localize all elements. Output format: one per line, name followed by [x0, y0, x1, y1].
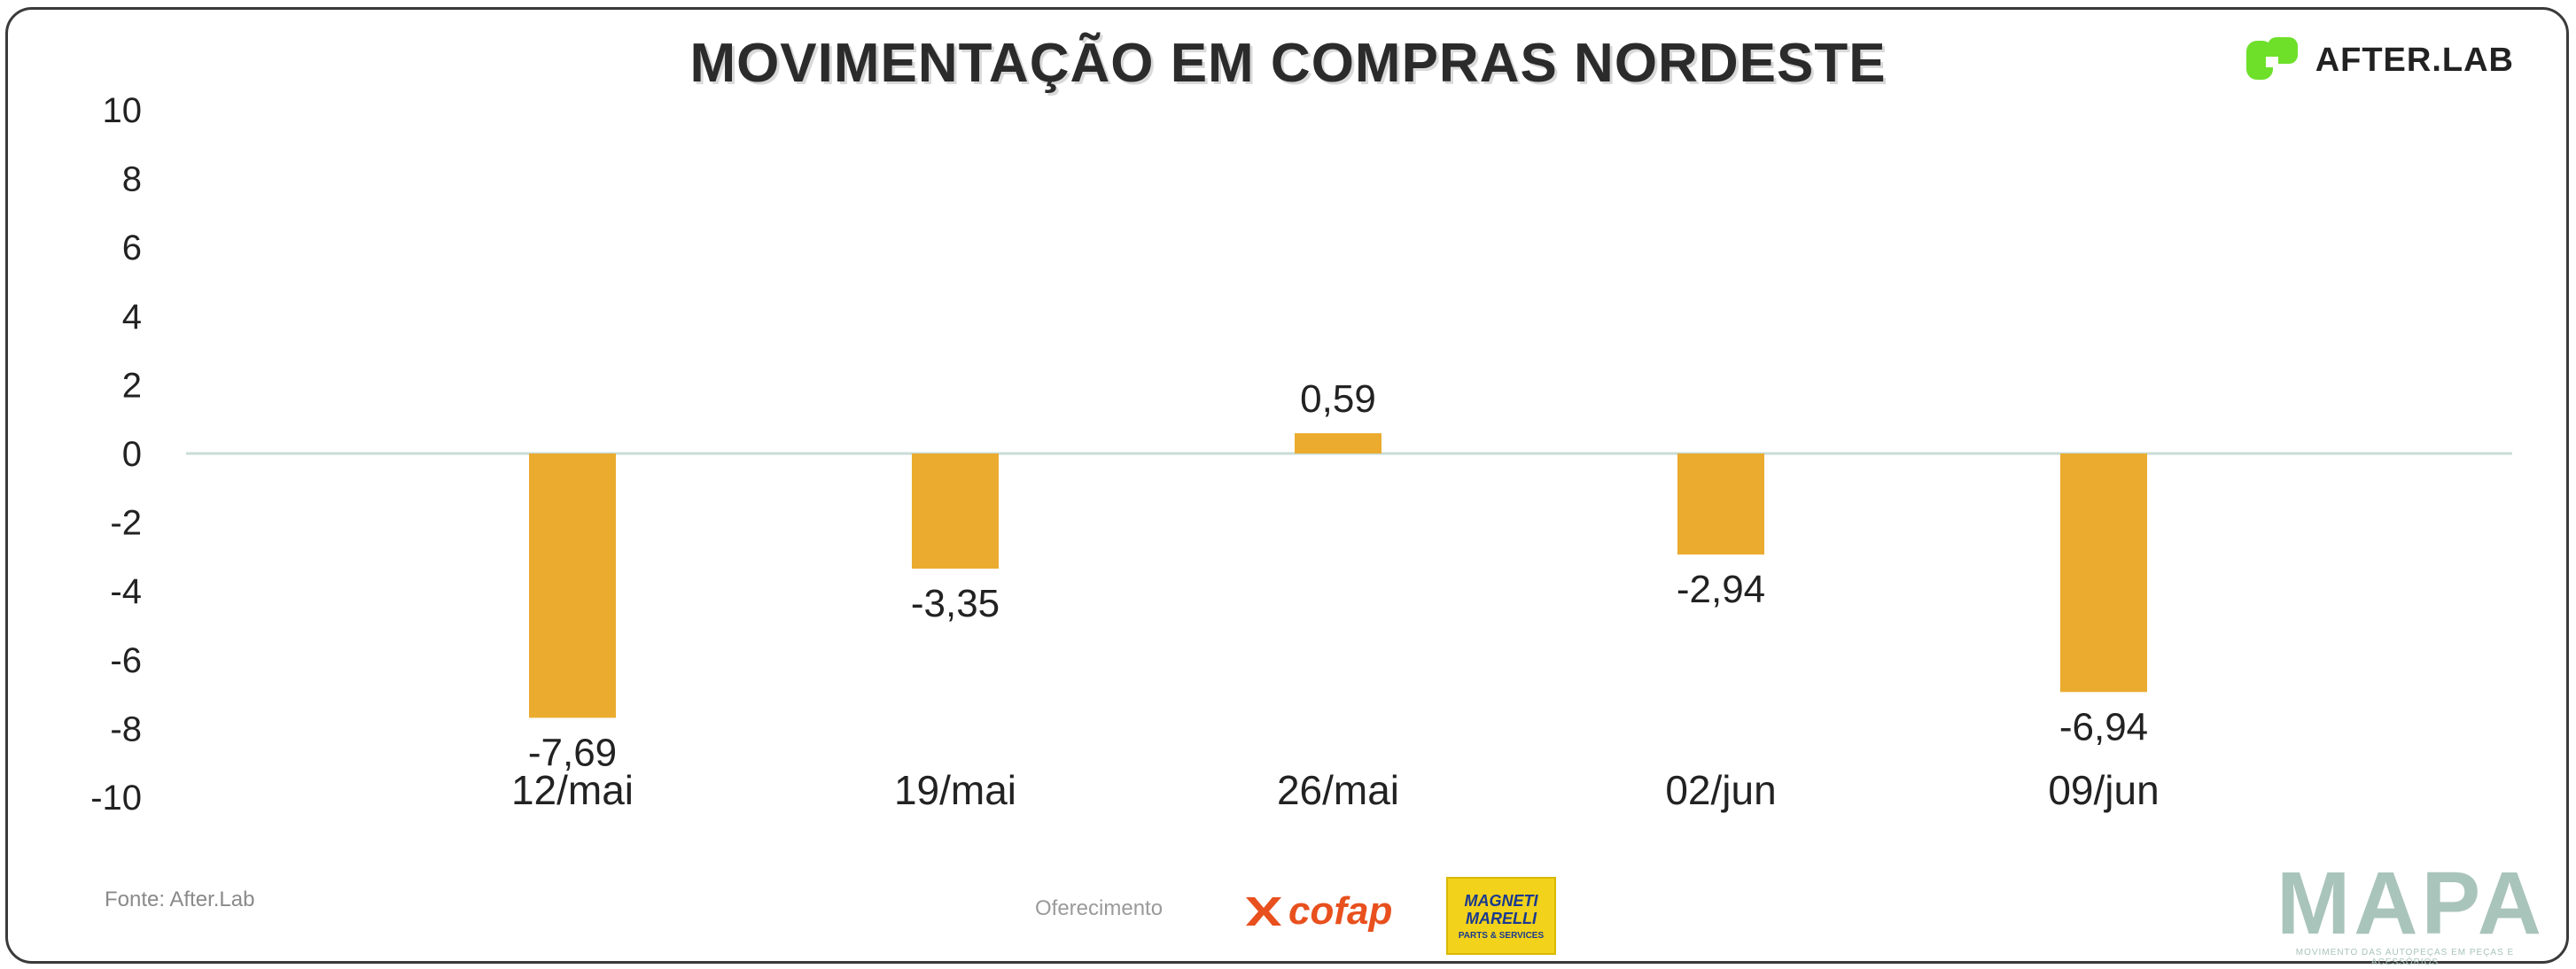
sponsor-caption: Oferecimento — [1035, 896, 1163, 920]
y-tick-label: -10 — [90, 779, 142, 818]
y-tick-label: -8 — [110, 709, 142, 748]
y-tick-label: -2 — [110, 504, 142, 543]
bar — [1677, 453, 1764, 555]
mapa-logo-subtitle: MOVIMENTO DAS AUTOPEÇAS EM PEÇAS E ACESS… — [2295, 948, 2515, 967]
bar — [2060, 453, 2147, 693]
source-note: Fonte: After.Lab — [105, 888, 255, 911]
y-tick-label: 6 — [122, 229, 142, 267]
y-tick-label: -6 — [110, 641, 142, 680]
x-tick-label: 12/mai — [511, 767, 634, 813]
chart-title: MOVIMENTAÇÃO EM COMPRAS NORDESTE — [689, 33, 1887, 94]
data-label: -3,35 — [911, 582, 1000, 625]
x-axis: 12/mai 19/mai 26/mai 02/jun 09/jun — [511, 767, 2160, 813]
y-tick-label: 0 — [122, 435, 142, 474]
bar — [912, 453, 999, 569]
bar — [1295, 433, 1381, 453]
afterlab-logo-icon — [2245, 37, 2298, 80]
bar-chart: 10 8 6 4 2 0 -2 -4 -6 -8 -10 -7,69 -3,35 0,59 -2,94 -6… — [90, 91, 2512, 818]
data-label: -6,94 — [2059, 705, 2148, 748]
data-label: 0,59 — [1300, 377, 1376, 421]
chart-frame — [5, 7, 2569, 964]
cofap-logo-text: cofap — [1288, 889, 1393, 933]
cofap-logo: cofap — [1241, 889, 1392, 934]
data-label: -7,69 — [528, 731, 617, 774]
x-tick-label: 19/mai — [894, 767, 1016, 813]
x-tick-label: 02/jun — [1665, 767, 1776, 813]
x-tick-label: 09/jun — [2048, 767, 2159, 813]
y-tick-label: 2 — [122, 366, 142, 405]
mapa-logo-text: MAPA — [2276, 854, 2546, 953]
y-tick-label: 8 — [122, 160, 142, 199]
cofap-x-icon — [1246, 897, 1281, 926]
magneti-marelli-text: MAGNETI MARELLI — [1464, 891, 1538, 927]
y-tick-label: 10 — [103, 91, 143, 130]
magneti-marelli-logo: MAGNETI MARELLI PARTS & SERVICES — [1446, 877, 1556, 955]
mapa-logo: MAPA MOVIMENTO DAS AUTOPEÇAS EM PEÇAS E … — [2276, 854, 2546, 967]
x-tick-label: 26/mai — [1277, 767, 1399, 813]
data-label: -2,94 — [1677, 568, 1765, 611]
afterlab-logo-text: AFTER.LAB — [2315, 41, 2514, 79]
bar-series: -7,69 -3,35 0,59 -2,94 -6,94 — [528, 377, 2148, 774]
afterlab-logo: AFTER.LAB — [2245, 35, 2514, 85]
bar — [529, 453, 616, 718]
y-axis: 10 8 6 4 2 0 -2 -4 -6 -8 -10 — [90, 91, 142, 818]
magneti-marelli-subtext: PARTS & SERVICES — [1458, 930, 1545, 941]
y-tick-label: 4 — [122, 298, 142, 337]
y-tick-label: -4 — [110, 572, 142, 611]
